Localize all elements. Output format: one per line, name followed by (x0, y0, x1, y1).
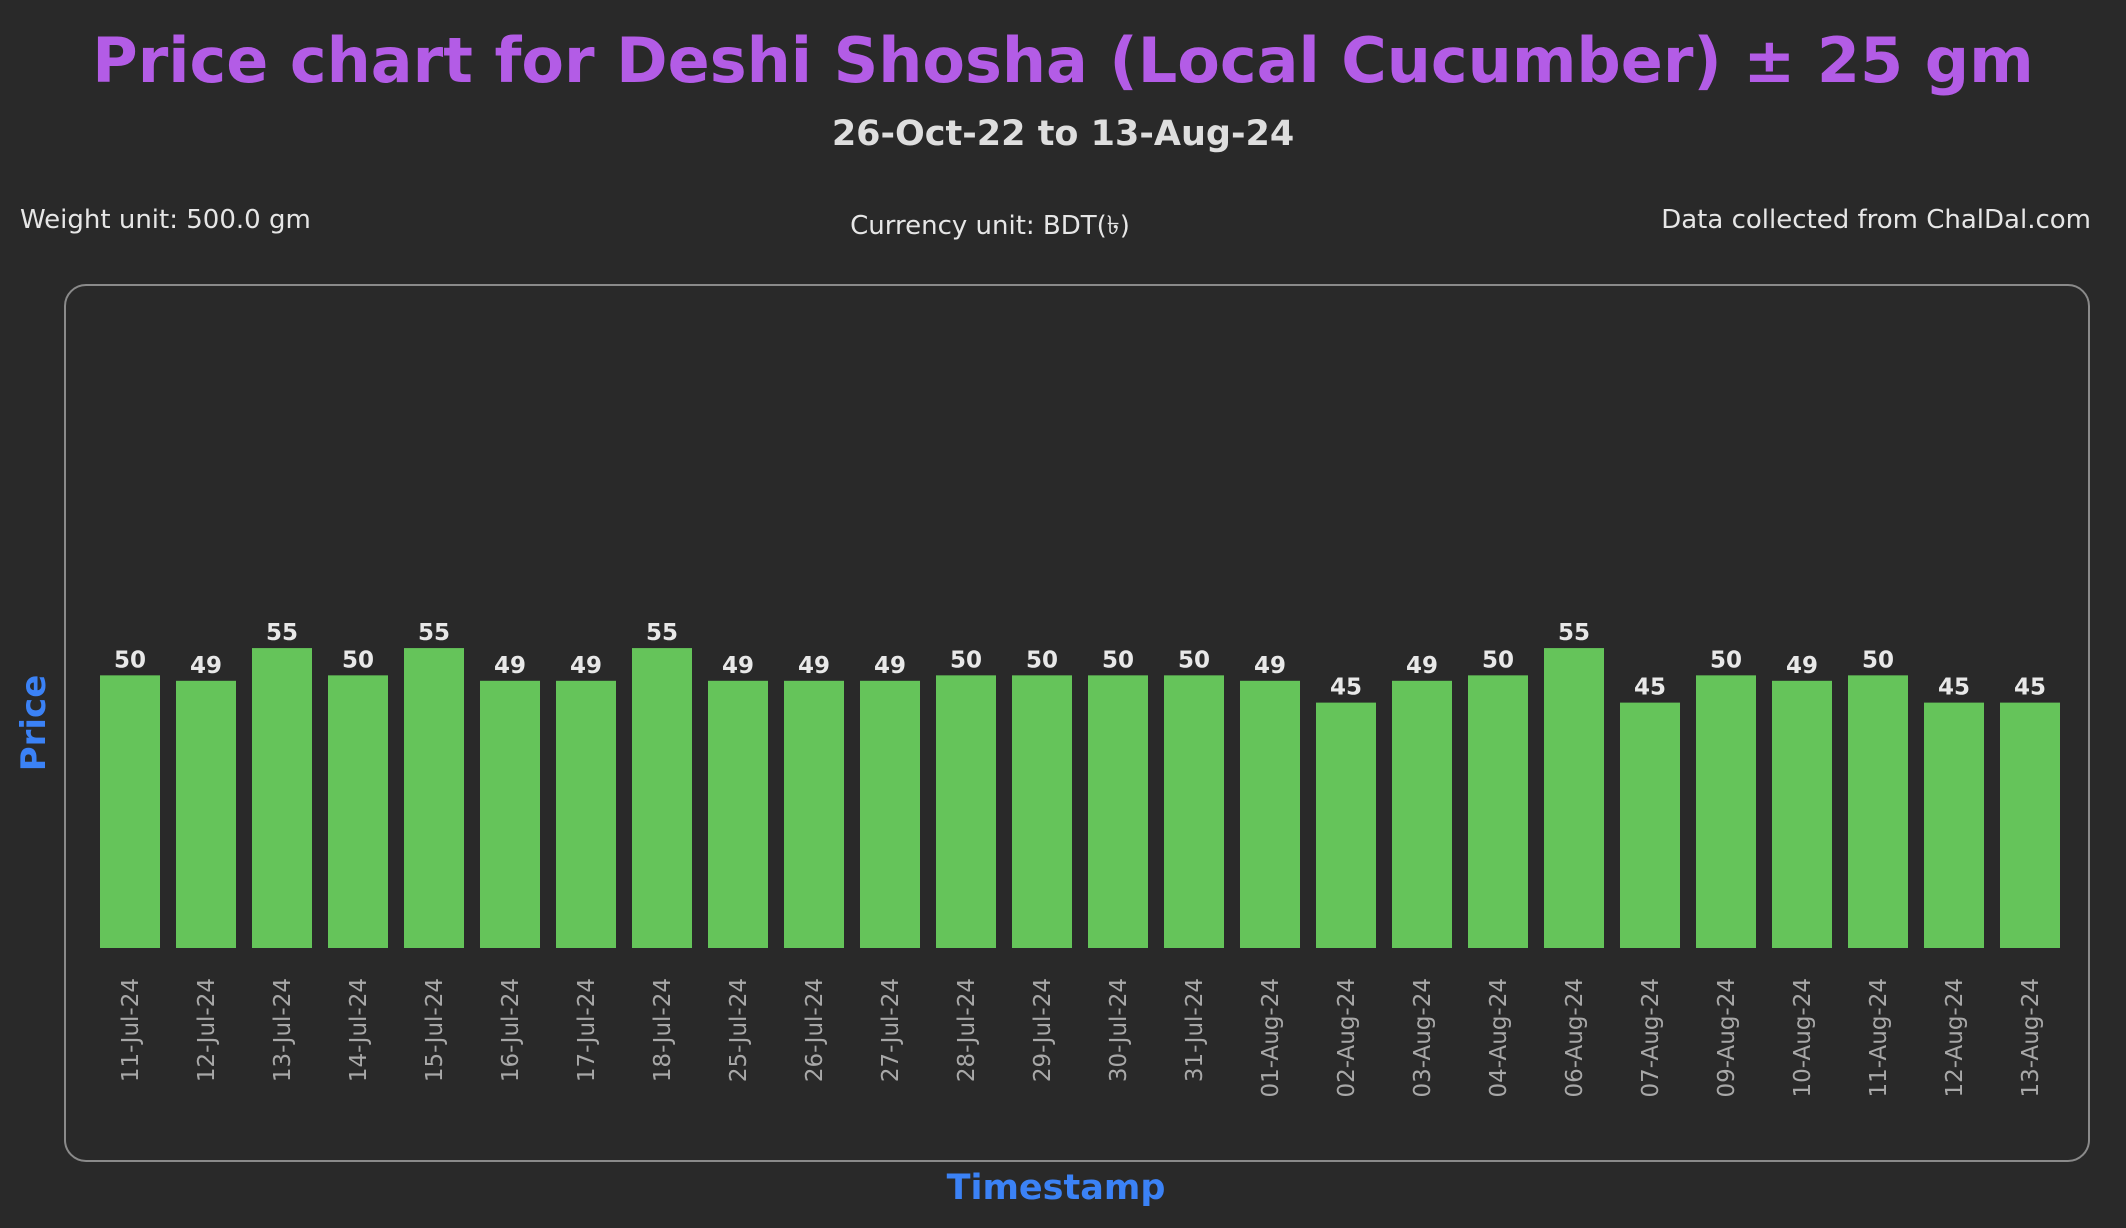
x-tick-label: 06-Aug-24 (1562, 978, 1588, 1098)
x-tick-label: 11-Aug-24 (1866, 978, 1892, 1098)
weight-unit-label: Weight unit: 500.0 gm (20, 205, 311, 235)
bar-value-label: 50 (950, 647, 982, 673)
x-tick-label: 02-Aug-24 (1334, 978, 1360, 1098)
bar-15-Jul-24 (404, 648, 464, 948)
bar-value-label: 50 (342, 647, 374, 673)
x-tick-label: 16-Jul-24 (498, 978, 524, 1082)
bar-27-Jul-24 (860, 680, 920, 948)
bar-value-label: 45 (1938, 675, 1970, 701)
bar-29-Jul-24 (1012, 675, 1072, 948)
bar-04-Aug-24 (1468, 675, 1528, 948)
bar-09-Aug-24 (1696, 675, 1756, 948)
bar-28-Jul-24 (936, 675, 996, 948)
x-tick-label: 28-Jul-24 (954, 978, 980, 1082)
x-tick-label: 15-Jul-24 (422, 978, 448, 1082)
x-tick-label: 29-Jul-24 (1030, 978, 1056, 1082)
currency-unit-label: Currency unit: BDT(৳) (850, 211, 1130, 241)
bar-03-Aug-24 (1392, 680, 1452, 948)
x-tick-label: 26-Jul-24 (802, 978, 828, 1082)
x-tick-label: 14-Jul-24 (346, 978, 372, 1082)
x-axis-label: Timestamp (946, 1168, 1166, 1208)
bar-value-label: 55 (418, 620, 450, 646)
x-tick-label: 04-Aug-24 (1486, 978, 1512, 1098)
x-tick-label: 09-Aug-24 (1714, 978, 1740, 1098)
x-tick-label: 10-Aug-24 (1790, 978, 1816, 1098)
x-tick-label: 12-Jul-24 (194, 978, 220, 1082)
bar-value-label: 50 (1710, 647, 1742, 673)
bar-value-label: 45 (1634, 675, 1666, 701)
x-tick-label: 13-Jul-24 (270, 978, 296, 1082)
data-source-label: Data collected from ChalDal.com (1661, 205, 2091, 235)
bar-value-label: 49 (570, 653, 602, 679)
x-tick-label: 13-Aug-24 (2018, 978, 2044, 1098)
bar-01-Aug-24 (1240, 680, 1300, 948)
bar-value-label: 50 (114, 647, 146, 673)
chart-frame (64, 284, 2090, 1162)
bar-30-Jul-24 (1088, 675, 1148, 948)
bar-17-Jul-24 (556, 680, 616, 948)
bar-12-Aug-24 (1924, 702, 1984, 948)
bar-value-label: 50 (1178, 647, 1210, 673)
x-tick-label: 12-Aug-24 (1942, 978, 1968, 1098)
chart-title: Price chart for Deshi Shosha (Local Cucu… (92, 24, 2034, 97)
bar-02-Aug-24 (1316, 702, 1376, 948)
bar-16-Jul-24 (480, 680, 540, 948)
bar-26-Jul-24 (784, 680, 844, 948)
x-tick-label: 25-Jul-24 (726, 978, 752, 1082)
bar-value-label: 49 (1786, 653, 1818, 679)
x-tick-label: 17-Jul-24 (574, 978, 600, 1082)
x-tick-label: 07-Aug-24 (1638, 978, 1664, 1098)
x-tick-label: 03-Aug-24 (1410, 978, 1436, 1098)
bar-13-Aug-24 (2000, 702, 2060, 948)
bar-value-label: 50 (1482, 647, 1514, 673)
bar-06-Aug-24 (1544, 648, 1604, 948)
bar-25-Jul-24 (708, 680, 768, 948)
bar-31-Jul-24 (1164, 675, 1224, 948)
bar-value-label: 49 (190, 653, 222, 679)
bar-11-Jul-24 (100, 675, 160, 948)
x-tick-label: 11-Jul-24 (118, 978, 144, 1082)
bar-value-label: 49 (494, 653, 526, 679)
date-range-subtitle: 26-Oct-22 to 13-Aug-24 (831, 114, 1295, 154)
bar-value-label: 55 (1558, 620, 1590, 646)
x-tick-label: 01-Aug-24 (1258, 978, 1284, 1098)
bar-18-Jul-24 (632, 648, 692, 948)
bar-14-Jul-24 (328, 675, 388, 948)
bar-value-label: 50 (1026, 647, 1058, 673)
bar-value-label: 49 (1254, 653, 1286, 679)
bar-value-label: 45 (2014, 675, 2046, 701)
bar-value-label: 49 (1406, 653, 1438, 679)
bar-value-label: 49 (798, 653, 830, 679)
bar-10-Aug-24 (1772, 680, 1832, 948)
x-tick-label: 30-Jul-24 (1106, 978, 1132, 1082)
y-axis-label: Price (14, 674, 54, 772)
bar-12-Jul-24 (176, 680, 236, 948)
bar-value-label: 55 (646, 620, 678, 646)
x-tick-label: 27-Jul-24 (878, 978, 904, 1082)
bar-value-label: 50 (1102, 647, 1134, 673)
bar-value-label: 55 (266, 620, 298, 646)
bar-value-label: 50 (1862, 647, 1894, 673)
bar-value-label: 45 (1330, 675, 1362, 701)
x-tick-label: 31-Jul-24 (1182, 978, 1208, 1082)
bar-11-Aug-24 (1848, 675, 1908, 948)
bar-value-label: 49 (722, 653, 754, 679)
bar-value-label: 49 (874, 653, 906, 679)
bar-13-Jul-24 (252, 648, 312, 948)
bar-07-Aug-24 (1620, 702, 1680, 948)
x-tick-label: 18-Jul-24 (650, 978, 676, 1082)
